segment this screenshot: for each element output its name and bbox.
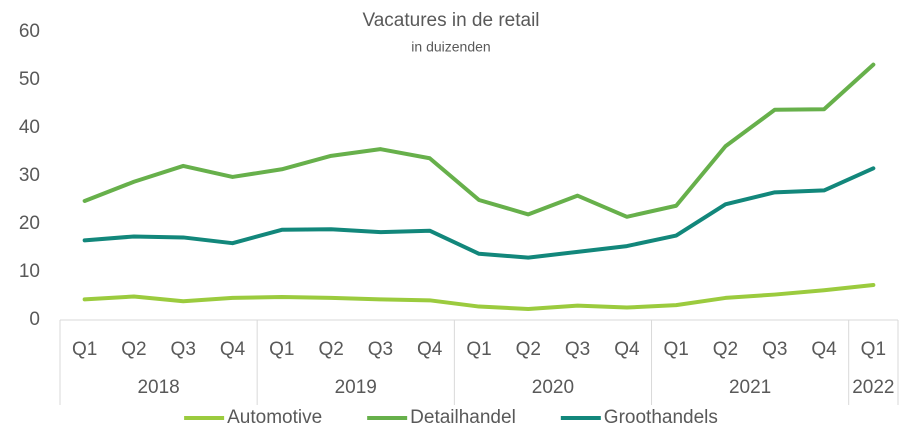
- x-group-label: 2022: [852, 377, 894, 398]
- legend-label: Groothandels: [604, 407, 718, 428]
- y-tick-label: 30: [19, 165, 40, 186]
- x-group-label: 2019: [335, 377, 377, 398]
- line-series: [82, 62, 876, 219]
- x-tick-label: Q2: [121, 339, 146, 360]
- x-tick-label: Q3: [171, 339, 196, 360]
- y-tick-label: 60: [19, 21, 40, 42]
- x-group-label: 2020: [532, 377, 574, 398]
- line-series: [82, 282, 876, 311]
- x-tick-label: Q1: [861, 339, 886, 360]
- legend-label: Automotive: [227, 407, 322, 428]
- chart-subtitle: in duizenden: [411, 39, 490, 55]
- chart-title: Vacatures in de retail: [362, 10, 539, 31]
- x-group-label: 2021: [729, 377, 771, 398]
- x-tick-label: Q2: [318, 339, 343, 360]
- x-tick-label: Q3: [368, 339, 393, 360]
- x-tick-label: Q1: [663, 339, 688, 360]
- legend-label: Detailhandel: [410, 407, 516, 428]
- x-tick-label: Q3: [762, 339, 787, 360]
- x-tick-label: Q4: [811, 339, 837, 360]
- x-tick-label: Q4: [614, 339, 640, 360]
- y-tick-label: 50: [19, 69, 40, 90]
- line-series: [82, 166, 876, 260]
- y-tick-label: 20: [19, 213, 40, 234]
- x-tick-label: Q1: [466, 339, 491, 360]
- x-group-label: 2018: [137, 377, 179, 398]
- x-tick-label: Q4: [417, 339, 443, 360]
- y-tick-label: 0: [29, 309, 40, 330]
- x-tick-label: Q1: [269, 339, 294, 360]
- x-tick-label: Q2: [516, 339, 541, 360]
- y-tick-label: 40: [19, 117, 40, 138]
- y-tick-label: 10: [19, 261, 40, 282]
- x-tick-label: Q1: [72, 339, 97, 360]
- x-tick-label: Q2: [713, 339, 738, 360]
- x-tick-label: Q3: [565, 339, 590, 360]
- x-tick-label: Q4: [220, 339, 246, 360]
